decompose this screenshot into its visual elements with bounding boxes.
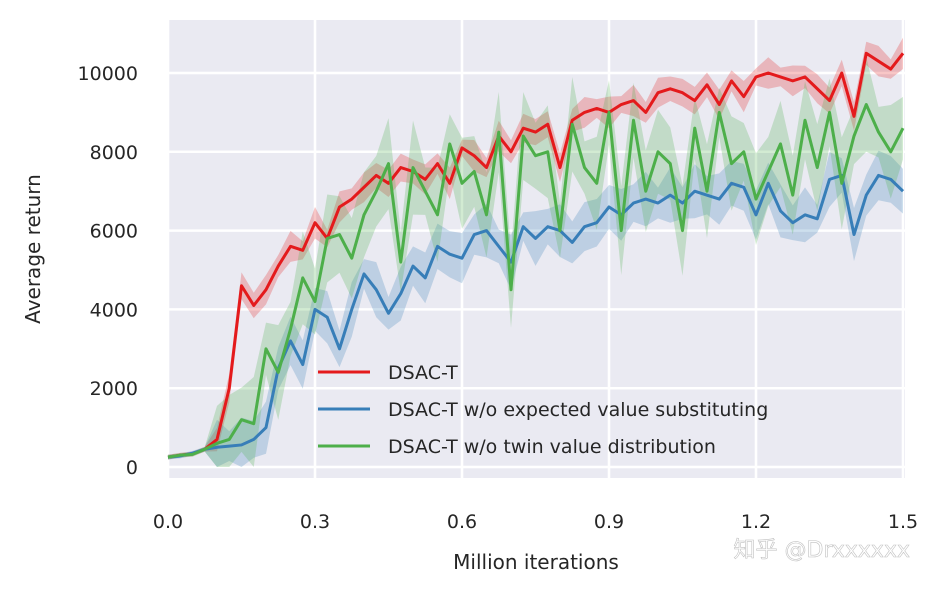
y-tick-label: 10000	[78, 63, 138, 85]
x-tick-label: 0.0	[153, 511, 183, 533]
y-tick-label: 0	[126, 457, 138, 479]
x-tick-label: 1.2	[741, 511, 771, 533]
y-tick-label: 4000	[90, 299, 138, 321]
y-axis-label: Average return	[21, 174, 45, 324]
x-tick-label: 0.6	[447, 511, 477, 533]
x-axis-label: Million iterations	[453, 550, 619, 574]
legend-label: DSAC-T	[388, 362, 458, 384]
x-axis-ticks: 0.0 0.3 0.6 0.9 1.2 1.5	[153, 511, 918, 533]
watermark: 知乎 @Drxxxxxx	[733, 538, 910, 563]
y-tick-label: 8000	[90, 142, 138, 164]
legend-label: DSAC-T w/o expected value substituting	[388, 399, 768, 421]
y-tick-label: 2000	[90, 378, 138, 400]
x-tick-label: 0.9	[594, 511, 624, 533]
legend-label: DSAC-T w/o twin value distribution	[388, 436, 716, 458]
y-tick-label: 6000	[90, 221, 138, 243]
x-tick-label: 0.3	[300, 511, 330, 533]
x-tick-label: 1.5	[888, 511, 918, 533]
y-axis-ticks: 0 2000 4000 6000 8000 10000	[78, 63, 138, 479]
